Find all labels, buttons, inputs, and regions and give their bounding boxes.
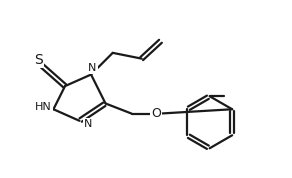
Text: O: O: [151, 107, 161, 120]
Text: HN: HN: [35, 102, 52, 112]
Text: N: N: [88, 63, 97, 73]
Text: N: N: [84, 119, 92, 129]
Text: S: S: [34, 53, 43, 67]
